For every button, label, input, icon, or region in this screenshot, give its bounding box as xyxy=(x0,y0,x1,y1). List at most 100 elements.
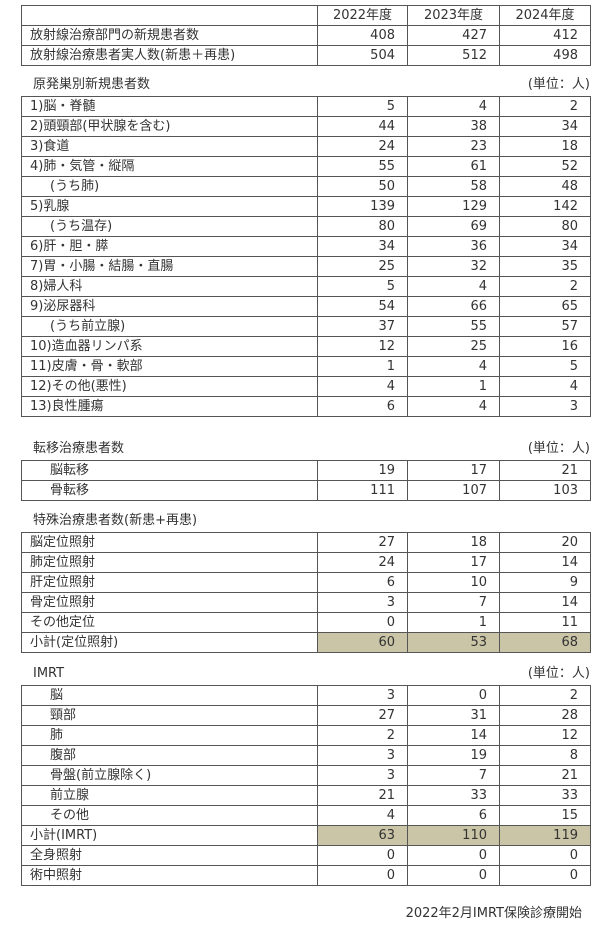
value-cell-1: 50 xyxy=(317,176,408,197)
value-cell-1: 5 xyxy=(317,276,408,297)
value-cell-2: 19 xyxy=(407,745,500,766)
table-row: その他定位 0 1 11 xyxy=(21,612,591,633)
value-cell-2: 18 xyxy=(407,532,500,553)
row-label: 骨定位照射 xyxy=(21,592,318,613)
imrt-table: 脳 3 0 2 頸部 27 31 28 肺 2 14 12 腹部 3 19 8 骨盤(前立腺除く) 3 7 21 前立腺… xyxy=(21,685,591,886)
table-row: 骨転移 111 107 103 xyxy=(21,480,591,501)
row-label: 放射線治療部門の新規患者数 xyxy=(21,25,318,46)
value-cell-3: 34 xyxy=(499,116,591,137)
row-label: 肺 xyxy=(21,725,318,746)
value-cell-2: 17 xyxy=(407,552,500,573)
value-cell-2: 1 xyxy=(407,376,500,397)
value-cell-3: 412 xyxy=(499,25,591,46)
value-cell-1: 44 xyxy=(317,116,408,137)
value-cell-2: 129 xyxy=(407,196,500,217)
value-cell-1: 0 xyxy=(317,612,408,633)
value-cell-1: 4 xyxy=(317,805,408,826)
table-row: 5)乳腺 139 129 142 xyxy=(21,196,591,217)
value-cell-3: 0 xyxy=(499,845,591,866)
table-row: (うち前立腺) 37 55 57 xyxy=(21,316,591,337)
value-cell-2: 53 xyxy=(407,632,500,653)
section-title: 転移治療患者数 xyxy=(33,441,125,456)
value-cell-1: 4 xyxy=(317,376,408,397)
value-cell-2: 31 xyxy=(407,705,500,726)
value-cell-3: 28 xyxy=(499,705,591,726)
row-label: 頸部 xyxy=(21,705,318,726)
value-cell-1: 3 xyxy=(317,685,408,706)
value-cell-2: 7 xyxy=(407,765,500,786)
value-cell-1: 3 xyxy=(317,592,408,613)
row-label: 脳転移 xyxy=(21,460,318,481)
value-cell-3: 65 xyxy=(499,296,591,317)
primary-site-table: 1)脳・脊髄 5 4 2 2)頭頸部(甲状腺を含む) 44 38 34 3)食道 24 23 18 4)… xyxy=(21,96,591,417)
value-cell-2: 23 xyxy=(407,136,500,157)
table-row: 6)肝・胆・膵 34 36 34 xyxy=(21,236,591,257)
value-cell-1: 408 xyxy=(317,25,408,46)
table-row: 9)泌尿器科 54 66 65 xyxy=(21,296,591,317)
primary-table-block: 1)脳・脊髄 5 4 2 2)頭頸部(甲状腺を含む) 44 38 34 3)食道 24 23 18 4)… xyxy=(21,96,591,417)
value-cell-2: 1 xyxy=(407,612,500,633)
value-cell-2: 17 xyxy=(407,460,500,481)
value-cell-3: 80 xyxy=(499,216,591,237)
row-label: 全身照射 xyxy=(21,845,318,866)
table-row: 前立腺 21 33 33 xyxy=(21,785,591,806)
table-row: 12)その他(悪性) 4 1 4 xyxy=(21,376,591,397)
subtotal-row: 小計(IMRT) 63 110 119 xyxy=(21,825,591,846)
table-row: 3)食道 24 23 18 xyxy=(21,136,591,157)
value-cell-1: 5 xyxy=(317,96,408,117)
value-cell-1: 1 xyxy=(317,356,408,377)
row-label: 骨転移 xyxy=(21,480,318,501)
unit-label: (単位：人) xyxy=(527,441,590,456)
value-cell-1: 27 xyxy=(317,705,408,726)
row-label: 8)婦人科 xyxy=(21,276,318,297)
value-cell-3: 14 xyxy=(499,592,591,613)
value-cell-2: 14 xyxy=(407,725,500,746)
value-cell-1: 12 xyxy=(317,336,408,357)
value-cell-3: 4 xyxy=(499,376,591,397)
section-title: IMRT xyxy=(33,666,65,681)
table-row: 1)脳・脊髄 5 4 2 xyxy=(21,96,591,117)
row-label: 脳 xyxy=(21,685,318,706)
table-row: (うち肺) 50 58 48 xyxy=(21,176,591,197)
value-cell-3: 21 xyxy=(499,460,591,481)
row-label: 骨盤(前立腺除く) xyxy=(21,765,318,786)
year-header: 2024年度 xyxy=(499,5,591,26)
value-cell-1: 54 xyxy=(317,296,408,317)
row-label: 術中照射 xyxy=(21,865,318,886)
table-row: 脳定位照射 27 18 20 xyxy=(21,532,591,553)
value-cell-1: 0 xyxy=(317,845,408,866)
table-row: 腹部 3 19 8 xyxy=(21,745,591,766)
value-cell-1: 111 xyxy=(317,480,408,501)
row-label: (うち前立腺) xyxy=(21,316,318,337)
value-cell-3: 68 xyxy=(499,632,591,653)
value-cell-1: 6 xyxy=(317,396,408,417)
table-row: 肺定位照射 24 17 14 xyxy=(21,552,591,573)
row-label: 2)頭頸部(甲状腺を含む) xyxy=(21,116,318,137)
header-blank xyxy=(21,5,318,26)
value-cell-2: 0 xyxy=(407,845,500,866)
value-cell-3: 34 xyxy=(499,236,591,257)
value-cell-3: 2 xyxy=(499,276,591,297)
row-label: その他定位 xyxy=(21,612,318,633)
metastasis-table: 脳転移 19 17 21 骨転移 111 107 103 xyxy=(21,460,591,501)
value-cell-1: 24 xyxy=(317,136,408,157)
row-label: 放射線治療患者実人数(新患＋再患) xyxy=(21,45,318,66)
summary-table-block: 2022年度 2023年度 2024年度 放射線治療部門の新規患者数 408 427… xyxy=(21,5,591,66)
value-cell-2: 36 xyxy=(407,236,500,257)
value-cell-3: 9 xyxy=(499,572,591,593)
value-cell-3: 35 xyxy=(499,256,591,277)
row-label: 脳定位照射 xyxy=(21,532,318,553)
value-cell-1: 80 xyxy=(317,216,408,237)
row-label: 6)肝・胆・膵 xyxy=(21,236,318,257)
value-cell-2: 32 xyxy=(407,256,500,277)
row-label: 9)泌尿器科 xyxy=(21,296,318,317)
value-cell-3: 15 xyxy=(499,805,591,826)
row-label: その他 xyxy=(21,805,318,826)
year-header: 2022年度 xyxy=(317,5,408,26)
value-cell-1: 0 xyxy=(317,865,408,886)
value-cell-3: 16 xyxy=(499,336,591,357)
value-cell-2: 6 xyxy=(407,805,500,826)
value-cell-3: 0 xyxy=(499,865,591,886)
value-cell-3: 18 xyxy=(499,136,591,157)
year-header-row: 2022年度 2023年度 2024年度 xyxy=(21,5,591,26)
